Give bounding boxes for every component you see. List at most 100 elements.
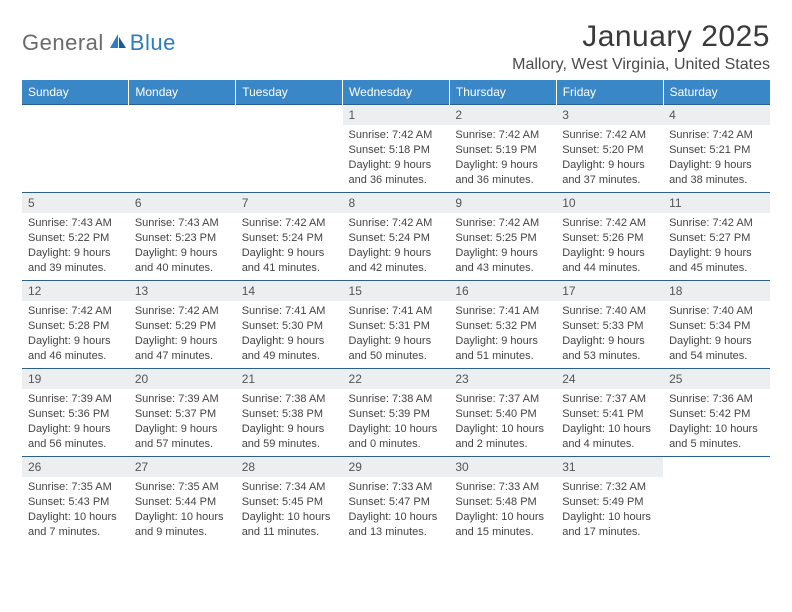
day-cell: 18Sunrise: 7:40 AMSunset: 5:34 PMDayligh… (663, 281, 770, 369)
month-title: January 2025 (512, 20, 770, 54)
sunset-text: Sunset: 5:48 PM (455, 495, 550, 510)
sunset-text: Sunset: 5:25 PM (455, 231, 550, 246)
day-number: 15 (343, 281, 450, 301)
day-number: 11 (663, 193, 770, 213)
day-content: Sunrise: 7:41 AMSunset: 5:30 PMDaylight:… (236, 301, 343, 367)
day-cell: 8Sunrise: 7:42 AMSunset: 5:24 PMDaylight… (343, 193, 450, 281)
sunset-text: Sunset: 5:28 PM (28, 319, 123, 334)
day-cell (236, 105, 343, 193)
day-content: Sunrise: 7:39 AMSunset: 5:36 PMDaylight:… (22, 389, 129, 455)
daylight-text: Daylight: 9 hours and 45 minutes. (669, 246, 764, 276)
logo: General Blue (22, 30, 176, 56)
daylight-text: Daylight: 9 hours and 43 minutes. (455, 246, 550, 276)
daylight-text: Daylight: 10 hours and 0 minutes. (349, 422, 444, 452)
week-row: 5Sunrise: 7:43 AMSunset: 5:22 PMDaylight… (22, 193, 770, 281)
sunset-text: Sunset: 5:32 PM (455, 319, 550, 334)
day-cell: 12Sunrise: 7:42 AMSunset: 5:28 PMDayligh… (22, 281, 129, 369)
day-number: 30 (449, 457, 556, 477)
sunset-text: Sunset: 5:47 PM (349, 495, 444, 510)
sunrise-text: Sunrise: 7:42 AM (28, 304, 123, 319)
day-cell: 28Sunrise: 7:34 AMSunset: 5:45 PMDayligh… (236, 457, 343, 545)
day-number: 19 (22, 369, 129, 389)
sunrise-text: Sunrise: 7:42 AM (669, 128, 764, 143)
sunrise-text: Sunrise: 7:38 AM (242, 392, 337, 407)
day-cell: 21Sunrise: 7:38 AMSunset: 5:38 PMDayligh… (236, 369, 343, 457)
day-number: 5 (22, 193, 129, 213)
daylight-text: Daylight: 10 hours and 13 minutes. (349, 510, 444, 540)
day-number: 9 (449, 193, 556, 213)
sunrise-text: Sunrise: 7:34 AM (242, 480, 337, 495)
day-content: Sunrise: 7:33 AMSunset: 5:48 PMDaylight:… (449, 477, 556, 543)
day-header: Friday (556, 80, 663, 105)
week-row: 26Sunrise: 7:35 AMSunset: 5:43 PMDayligh… (22, 457, 770, 545)
day-content: Sunrise: 7:39 AMSunset: 5:37 PMDaylight:… (129, 389, 236, 455)
day-content: Sunrise: 7:36 AMSunset: 5:42 PMDaylight:… (663, 389, 770, 455)
sunrise-text: Sunrise: 7:36 AM (669, 392, 764, 407)
day-content: Sunrise: 7:42 AMSunset: 5:29 PMDaylight:… (129, 301, 236, 367)
daylight-text: Daylight: 9 hours and 47 minutes. (135, 334, 230, 364)
sunrise-text: Sunrise: 7:42 AM (562, 216, 657, 231)
daylight-text: Daylight: 9 hours and 36 minutes. (349, 158, 444, 188)
sunset-text: Sunset: 5:24 PM (242, 231, 337, 246)
day-number: 16 (449, 281, 556, 301)
sunrise-text: Sunrise: 7:42 AM (349, 128, 444, 143)
daylight-text: Daylight: 9 hours and 44 minutes. (562, 246, 657, 276)
day-content: Sunrise: 7:42 AMSunset: 5:20 PMDaylight:… (556, 125, 663, 191)
day-cell: 15 Sunrise: 7:41 AMSunset: 5:31 PMDayligh… (343, 281, 450, 369)
header: General Blue January 2025 Mallory, West … (22, 20, 770, 74)
day-header: Tuesday (236, 80, 343, 105)
sunrise-text: Sunrise: 7:39 AM (135, 392, 230, 407)
day-cell: 25Sunrise: 7:36 AMSunset: 5:42 PMDayligh… (663, 369, 770, 457)
sunrise-text: Sunrise: 7:38 AM (349, 392, 444, 407)
daylight-text: Daylight: 9 hours and 51 minutes. (455, 334, 550, 364)
day-number: 8 (343, 193, 450, 213)
day-cell: 11Sunrise: 7:42 AMSunset: 5:27 PMDayligh… (663, 193, 770, 281)
day-number: 1 (343, 105, 450, 125)
daylight-text: Daylight: 10 hours and 11 minutes. (242, 510, 337, 540)
day-cell: 13Sunrise: 7:42 AMSunset: 5:29 PMDayligh… (129, 281, 236, 369)
sunset-text: Sunset: 5:49 PM (562, 495, 657, 510)
day-content: Sunrise: 7:40 AMSunset: 5:33 PMDaylight:… (556, 301, 663, 367)
day-cell: 16Sunrise: 7:41 AMSunset: 5:32 PMDayligh… (449, 281, 556, 369)
daylight-text: Daylight: 10 hours and 17 minutes. (562, 510, 657, 540)
day-number: 14 (236, 281, 343, 301)
sunrise-text: Sunrise: 7:37 AM (562, 392, 657, 407)
daylight-text: Daylight: 9 hours and 39 minutes. (28, 246, 123, 276)
day-content: Sunrise: 7:38 AMSunset: 5:39 PMDaylight:… (343, 389, 450, 455)
day-content: Sunrise: 7:42 AMSunset: 5:19 PMDaylight:… (449, 125, 556, 191)
day-number: 22 (343, 369, 450, 389)
sunrise-text: Sunrise: 7:35 AM (28, 480, 123, 495)
day-cell: 26Sunrise: 7:35 AMSunset: 5:43 PMDayligh… (22, 457, 129, 545)
day-number: 10 (556, 193, 663, 213)
sunset-text: Sunset: 5:19 PM (455, 143, 550, 158)
sunset-text: Sunset: 5:18 PM (349, 143, 444, 158)
day-number: 6 (129, 193, 236, 213)
daylight-text: Daylight: 9 hours and 50 minutes. (349, 334, 444, 364)
day-content: Sunrise: 7:38 AMSunset: 5:38 PMDaylight:… (236, 389, 343, 455)
day-cell: 29Sunrise: 7:33 AMSunset: 5:47 PMDayligh… (343, 457, 450, 545)
day-header-row: Sunday Monday Tuesday Wednesday Thursday… (22, 80, 770, 105)
sunrise-text: Sunrise: 7:42 AM (455, 128, 550, 143)
day-number: 2 (449, 105, 556, 125)
daylight-text: Daylight: 10 hours and 2 minutes. (455, 422, 550, 452)
day-content: Sunrise: 7:42 AMSunset: 5:24 PMDaylight:… (343, 213, 450, 279)
sunrise-text: Sunrise: 7:37 AM (455, 392, 550, 407)
day-header: Monday (129, 80, 236, 105)
sunset-text: Sunset: 5:37 PM (135, 407, 230, 422)
sunset-text: Sunset: 5:31 PM (349, 319, 444, 334)
day-content: Sunrise: 7:42 AMSunset: 5:27 PMDaylight:… (663, 213, 770, 279)
day-number: 28 (236, 457, 343, 477)
day-content: Sunrise: 7:37 AMSunset: 5:40 PMDaylight:… (449, 389, 556, 455)
sunset-text: Sunset: 5:27 PM (669, 231, 764, 246)
sunrise-text: Sunrise: 7:41 AM (349, 304, 444, 319)
day-number: 12 (22, 281, 129, 301)
day-number: 7 (236, 193, 343, 213)
sunset-text: Sunset: 5:26 PM (562, 231, 657, 246)
sunset-text: Sunset: 5:30 PM (242, 319, 337, 334)
day-cell (663, 457, 770, 545)
day-cell: 27Sunrise: 7:35 AMSunset: 5:44 PMDayligh… (129, 457, 236, 545)
day-cell: 23Sunrise: 7:37 AMSunset: 5:40 PMDayligh… (449, 369, 556, 457)
sunrise-text: Sunrise: 7:41 AM (242, 304, 337, 319)
day-cell: 3Sunrise: 7:42 AMSunset: 5:20 PMDaylight… (556, 105, 663, 193)
sunset-text: Sunset: 5:44 PM (135, 495, 230, 510)
